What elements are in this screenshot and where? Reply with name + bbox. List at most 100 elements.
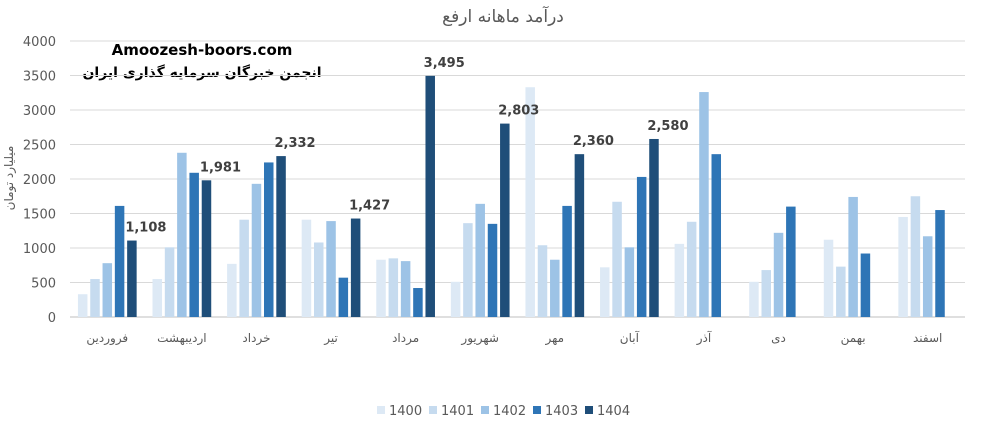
category-label: خرداد xyxy=(242,331,270,346)
bar-1403 xyxy=(487,223,498,317)
y-tick-label: 4000 xyxy=(23,35,56,50)
bar-1404 xyxy=(649,138,659,317)
bar-1402 xyxy=(326,221,336,317)
data-label: 2,360 xyxy=(573,134,614,149)
y-tick-label: 3500 xyxy=(23,70,56,85)
data-label: 3,495 xyxy=(424,56,465,71)
bar-1404 xyxy=(276,156,286,317)
legend-label: 1402 xyxy=(493,404,526,419)
bar-1400 xyxy=(227,263,237,317)
bar-1403 xyxy=(860,253,871,317)
category-label: تیر xyxy=(323,331,338,346)
category-label: فروردین xyxy=(86,331,128,346)
bar-1401 xyxy=(90,279,100,317)
bar-1403 xyxy=(114,205,125,317)
category-label: دی xyxy=(771,331,786,345)
legend-swatch xyxy=(377,406,385,414)
bar-1403 xyxy=(786,206,796,317)
category-label: مهر xyxy=(544,331,564,346)
bar-1403 xyxy=(636,176,647,317)
bar-1400 xyxy=(376,259,386,317)
bar-1401 xyxy=(612,201,622,317)
bar-1404 xyxy=(350,218,361,317)
bar-1400 xyxy=(898,216,908,317)
category-labels: فروردین اردیبهشت خرداد تیر مرداد شهریور مهر آبا… xyxy=(86,330,942,346)
bar-1401 xyxy=(463,223,473,317)
legend: 1400 1401 1402 1403 1404 xyxy=(377,404,630,419)
bar-1404 xyxy=(127,240,137,317)
bar-1403 xyxy=(338,277,349,317)
bar-1400 xyxy=(301,219,312,317)
bar-1402 xyxy=(773,232,784,317)
bar-1403 xyxy=(935,210,945,317)
category-label: شهریور xyxy=(460,331,499,346)
data-labels: 1,108 1,981 2,332 1,427 3,495 2,803 2,360 2,580 xyxy=(125,56,688,236)
bar-1401 xyxy=(164,247,175,317)
bar-1402 xyxy=(699,92,709,317)
bar-1400 xyxy=(674,243,685,317)
legend-label: 1400 xyxy=(389,404,422,419)
data-label: 1,981 xyxy=(200,160,241,175)
bar-1401 xyxy=(388,258,399,317)
grid-lines xyxy=(70,40,965,318)
category-label: اسفند xyxy=(913,331,942,345)
legend-swatch xyxy=(481,406,489,414)
y-tick-label: 0 xyxy=(48,311,56,326)
y-tick-label: 500 xyxy=(31,277,56,292)
bar-1402 xyxy=(550,259,560,317)
chart-title: درآمد ماهانه ارفع xyxy=(442,5,564,27)
bar-1403 xyxy=(711,154,722,317)
bar-1401 xyxy=(239,219,249,317)
bar-1400 xyxy=(525,87,535,317)
bar-1404 xyxy=(574,154,585,317)
watermark-org: انجمن خبرگان سرمایه گذاری ایران xyxy=(82,64,321,81)
bars xyxy=(77,75,945,317)
bar-1402 xyxy=(102,263,113,317)
data-label: 2,580 xyxy=(647,119,688,134)
bar-1403 xyxy=(413,288,423,317)
bar-1402 xyxy=(922,236,933,317)
y-tick-label: 3000 xyxy=(23,104,56,119)
y-tick-label: 1000 xyxy=(23,242,56,257)
y-axis-label: میلیارد تومان xyxy=(2,146,17,211)
bar-1402 xyxy=(400,261,411,317)
legend-label: 1404 xyxy=(597,404,630,419)
bar-1401 xyxy=(313,242,324,317)
y-tick-labels: 0 500 1000 1500 2000 2500 3000 3500 4000 xyxy=(23,35,56,326)
data-label: 2,332 xyxy=(274,136,315,151)
bar-1404 xyxy=(425,75,435,317)
category-label: مرداد xyxy=(392,331,419,346)
category-label: آبان xyxy=(620,330,640,345)
y-tick-label: 2000 xyxy=(23,173,56,188)
bar-1402 xyxy=(624,247,635,317)
bar-1402 xyxy=(848,196,858,317)
bar-1401 xyxy=(910,196,921,317)
category-label: اردیبهشت xyxy=(157,331,206,346)
y-tick-label: 1500 xyxy=(23,208,56,223)
data-label: 1,427 xyxy=(349,199,390,214)
legend-swatch xyxy=(429,406,437,414)
y-tick-label: 2500 xyxy=(23,139,56,154)
bar-1401 xyxy=(836,266,846,317)
bar-1400 xyxy=(77,294,88,317)
bar-1404 xyxy=(201,180,212,317)
bar-1402 xyxy=(251,183,262,317)
bar-1400 xyxy=(823,239,834,317)
bar-1400 xyxy=(152,279,163,317)
bar-1401 xyxy=(537,245,548,317)
legend-swatch xyxy=(533,406,541,414)
bar-1400 xyxy=(450,281,461,317)
bar-1403 xyxy=(189,172,199,317)
legend-label: 1401 xyxy=(441,404,474,419)
bar-1401 xyxy=(686,221,697,317)
category-label: آذر xyxy=(696,330,712,346)
legend-label: 1403 xyxy=(545,404,578,419)
bar-1403 xyxy=(264,162,274,317)
legend-swatch xyxy=(585,406,593,414)
data-label: 1,108 xyxy=(125,221,166,236)
bar-1404 xyxy=(500,123,510,317)
bar-1400 xyxy=(749,281,759,317)
bar-1400 xyxy=(600,267,610,317)
